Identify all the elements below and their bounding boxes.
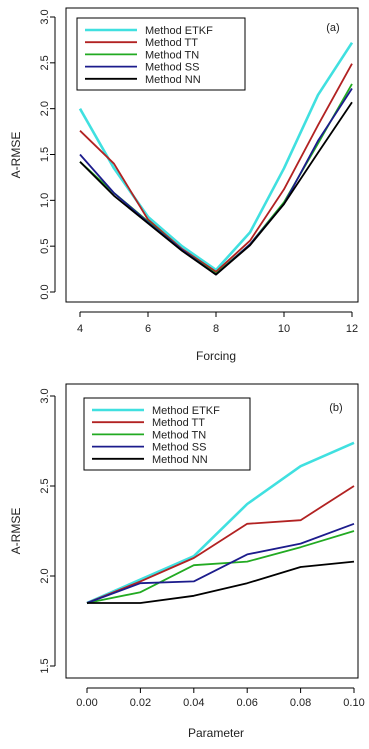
y-tick-label: 3.0 bbox=[39, 388, 51, 403]
legend-label: Method TT bbox=[145, 37, 198, 49]
series-line-method-tt bbox=[86, 485, 355, 604]
series-line-method-etkf bbox=[86, 441, 355, 605]
x-tick-label: 0.08 bbox=[290, 697, 311, 709]
legend-label: Method NN bbox=[152, 454, 208, 466]
y-tick-label: 1.5 bbox=[39, 658, 51, 673]
y-tick-label: 2.0 bbox=[39, 568, 51, 583]
y-tick-label: 0.5 bbox=[39, 239, 51, 254]
x-tick-label: 0.06 bbox=[236, 697, 257, 709]
y-tick-label: 3.0 bbox=[39, 9, 51, 24]
x-axis-title: Parameter bbox=[188, 726, 244, 740]
x-tick-label: 10 bbox=[278, 323, 290, 335]
series-line-method-ss bbox=[86, 522, 355, 604]
y-tick-label: 2.0 bbox=[39, 101, 51, 116]
legend-label: Method SS bbox=[152, 442, 206, 454]
series-line-method-tt bbox=[79, 63, 353, 273]
legend-label: Method TN bbox=[152, 429, 206, 441]
chart-panel-b: 1.5 2.0 2.5 3.0 0.00 0.02 0.04 0.06 0.08 0.10 Para… bbox=[9, 383, 365, 740]
legend-label: Method NN bbox=[145, 74, 201, 86]
plot-frame bbox=[65, 7, 359, 303]
panel-label: (b) bbox=[329, 402, 342, 414]
x-tick-label: 6 bbox=[145, 323, 151, 335]
legend-label: Method ETKF bbox=[152, 405, 220, 417]
plot-frame bbox=[65, 383, 359, 679]
series-line-method-tn bbox=[86, 530, 355, 604]
x-tick-label: 0.00 bbox=[76, 697, 97, 709]
series-line-method-nn bbox=[87, 560, 355, 604]
x-axis-title: Forcing bbox=[196, 349, 236, 363]
chart-panel-a: 0.0 0.5 1.0 1.5 2.0 2.5 3.0 4 6 8 10 12 Forcing A-RMS… bbox=[9, 7, 359, 363]
legend-label: Method ETKF bbox=[145, 25, 213, 37]
x-tick-label: 4 bbox=[77, 323, 83, 335]
y-tick-label: 0.0 bbox=[39, 284, 51, 299]
y-tick-label: 1.5 bbox=[39, 147, 51, 162]
x-tick-label: 8 bbox=[213, 323, 219, 335]
legend-label: Method TN bbox=[145, 49, 199, 61]
y-tick-label: 2.5 bbox=[39, 478, 51, 493]
series-line-method-nn bbox=[79, 101, 353, 276]
x-tick-label: 0.10 bbox=[343, 697, 364, 709]
y-tick-label: 1.0 bbox=[39, 193, 51, 208]
x-tick-label: 0.02 bbox=[130, 697, 151, 709]
y-tick-label: 2.5 bbox=[39, 55, 51, 70]
x-tick-label: 0.04 bbox=[183, 697, 204, 709]
y-axis-title: A-RMSE bbox=[9, 508, 23, 555]
series-line-method-etkf bbox=[78, 41, 354, 272]
y-axis-title: A-RMSE bbox=[9, 132, 23, 179]
legend-label: Method SS bbox=[145, 62, 199, 74]
x-tick-label: 12 bbox=[346, 323, 358, 335]
legend-label: Method TT bbox=[152, 417, 205, 429]
panel-label: (a) bbox=[326, 22, 339, 34]
series-line-method-ss bbox=[79, 88, 353, 276]
